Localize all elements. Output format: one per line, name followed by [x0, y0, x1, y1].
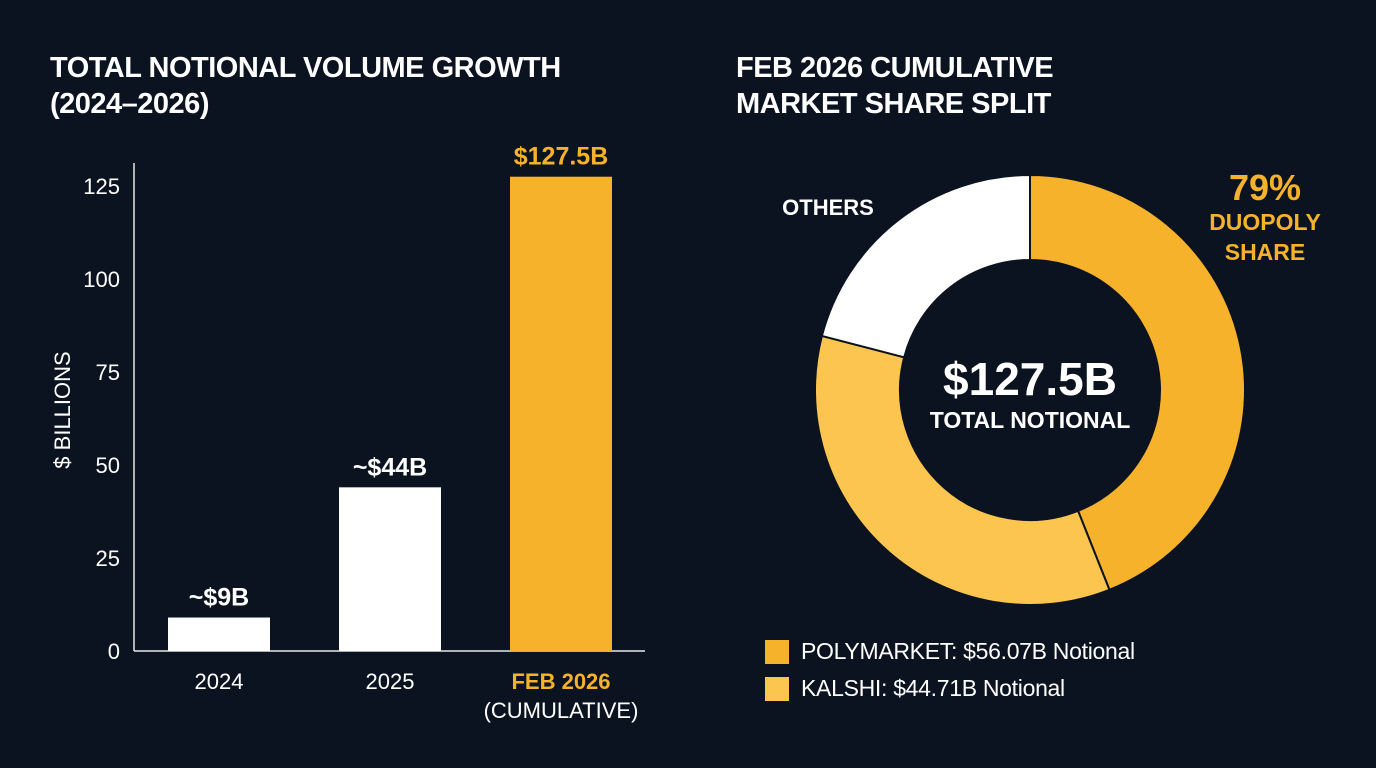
x-tick-label: 2024: [195, 669, 244, 694]
bar-title-line-2: (2024–2026): [50, 88, 209, 120]
x-tick-label: (CUMULATIVE): [484, 698, 639, 723]
donut-slice-others: [820, 173, 1031, 359]
x-tick-label: 2025: [366, 669, 415, 694]
donut-slice-kalshi: [814, 334, 1111, 606]
y-tick-label: 50: [96, 453, 120, 478]
donut-center-value: $127.5B: [943, 353, 1117, 405]
duopoly-share-label: SHARE: [1225, 239, 1306, 265]
legend-label-polymarket: POLYMARKET: $56.07B Notional: [801, 638, 1135, 664]
donut-title-line-2: MARKET SHARE SPLIT: [736, 88, 1051, 120]
x-tick-label: FEB 2026: [511, 669, 610, 694]
legend-label-kalshi: KALSHI: $44.71B Notional: [801, 675, 1065, 701]
donut-chart-title: FEB 2026 CUMULATIVE MARKET SHARE SPLIT: [736, 50, 1054, 122]
legend-swatch-polymarket: [765, 639, 789, 664]
bar-1: [339, 487, 441, 651]
bar-0: [168, 617, 270, 651]
y-tick-label: 75: [96, 360, 120, 385]
y-tick-label: 25: [96, 546, 120, 571]
bar-data-label: ~$9B: [189, 584, 249, 612]
bar-title-line-1: TOTAL NOTIONAL VOLUME GROWTH: [50, 52, 561, 84]
donut-center-label: TOTAL NOTIONAL: [930, 407, 1131, 433]
bar-chart-title: TOTAL NOTIONAL VOLUME GROWTH (2024–2026): [50, 50, 561, 122]
donut-title-line-1: FEB 2026 CUMULATIVE: [736, 52, 1054, 84]
duopoly-share-label: DUOPOLY: [1209, 209, 1321, 235]
legend-item-polymarket: POLYMARKET: $56.07B Notional: [765, 638, 1135, 665]
duopoly-share-value: 79%: [1229, 167, 1301, 208]
bar-data-label: $127.5B: [514, 143, 609, 171]
bar-data-label: ~$44B: [353, 453, 427, 481]
y-tick-label: 125: [83, 174, 120, 199]
bar-2: [510, 176, 612, 651]
y-tick-label: 0: [108, 639, 120, 664]
y-axis-label: $ BILLIONS: [50, 351, 75, 468]
y-tick-label: 100: [83, 267, 120, 292]
legend-item-kalshi: KALSHI: $44.71B Notional: [765, 675, 1065, 702]
others-label: OTHERS: [782, 195, 874, 220]
donut-slice-polymarket: [1029, 173, 1246, 592]
legend-swatch-kalshi: [765, 676, 789, 701]
